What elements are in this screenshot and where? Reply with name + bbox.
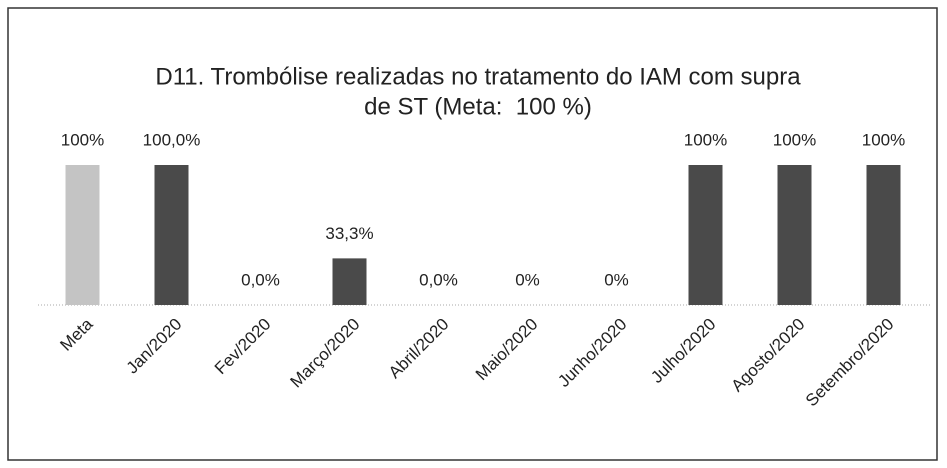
- chart-title: de ST (Meta: 100 %): [364, 93, 592, 120]
- x-tick-label: Abril/2020: [385, 315, 453, 383]
- value-label: 100%: [61, 130, 104, 149]
- bar: [688, 165, 723, 305]
- x-tick-label: Junho/2020: [554, 315, 630, 391]
- x-tick-label: Fev/2020: [211, 315, 275, 379]
- value-label: 100%: [773, 130, 816, 149]
- chart-title: D11. Trombólise realizadas no tratamento…: [155, 63, 801, 90]
- bar: [154, 165, 189, 305]
- value-label: 0,0%: [419, 270, 458, 289]
- x-tick-label: Maio/2020: [472, 315, 542, 385]
- value-label: 0%: [604, 270, 629, 289]
- value-label: 100%: [684, 130, 727, 149]
- value-label: 100%: [862, 130, 905, 149]
- value-label: 100,0%: [143, 130, 201, 149]
- value-label: 0,0%: [241, 270, 280, 289]
- value-label: 0%: [515, 270, 540, 289]
- value-label: 33,3%: [325, 224, 373, 243]
- x-tick-label: Meta: [56, 314, 97, 355]
- bar: [866, 165, 901, 305]
- x-tick-label: Setembro/2020: [802, 315, 898, 411]
- bar: [777, 165, 812, 305]
- bar: [65, 165, 100, 305]
- x-tick-label: Agosto/2020: [728, 315, 809, 396]
- frame: [7, 7, 938, 461]
- x-tick-label: Março/2020: [287, 315, 364, 392]
- bar: [332, 258, 367, 305]
- x-tick-label: Julho/2020: [647, 315, 719, 387]
- x-tick-label: Jan/2020: [123, 315, 186, 378]
